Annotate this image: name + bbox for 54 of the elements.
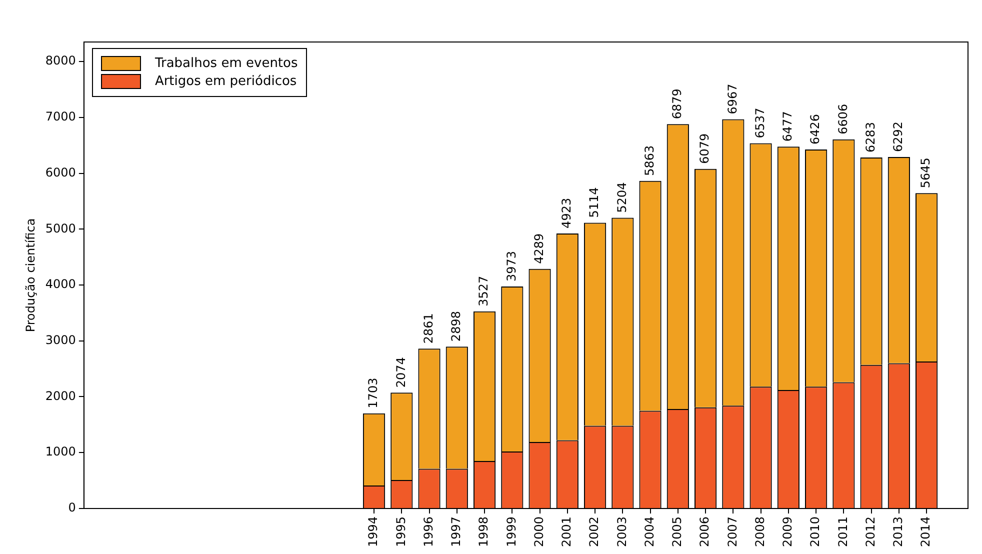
x-tick-label: 1996 <box>421 516 436 548</box>
x-tick-label: 2011 <box>836 516 850 548</box>
x-tick-label: 1994 <box>366 516 380 548</box>
y-tick-label: 5000 <box>45 221 76 236</box>
total-label: 2898 <box>449 311 464 342</box>
x-tick-label: 2012 <box>863 516 878 548</box>
y-tick-label: 3000 <box>45 332 76 347</box>
y-axis-title: Produção científica <box>23 218 38 332</box>
total-label: 6606 <box>836 104 850 134</box>
total-label: 6283 <box>863 122 878 152</box>
total-label: 6537 <box>752 108 767 138</box>
total-label: 6879 <box>670 88 684 120</box>
x-tick-label: 1998 <box>476 516 491 548</box>
total-label: 3527 <box>476 276 491 306</box>
y-tick-label: 8000 <box>45 54 76 68</box>
x-tick-label: 2002 <box>587 516 602 548</box>
total-label: 2861 <box>421 313 436 344</box>
total-label: 4923 <box>560 198 574 228</box>
x-tick-label: 2007 <box>725 516 740 548</box>
x-tick-label: 2006 <box>698 516 712 548</box>
x-tick-label: 1995 <box>394 516 408 548</box>
total-label: 6426 <box>808 114 822 144</box>
x-tick-label: 1999 <box>504 516 518 548</box>
total-label: 6477 <box>780 111 795 142</box>
total-label: 6079 <box>698 133 712 164</box>
y-tick-label: 7000 <box>45 110 76 124</box>
x-tick-label: 2010 <box>808 516 822 548</box>
y-tick-label: 2000 <box>45 388 76 403</box>
total-label: 6292 <box>891 121 906 152</box>
y-tick-label: 0 <box>68 500 76 515</box>
legend-label: Artigos em periódicos <box>154 74 297 89</box>
total-label: 1703 <box>366 378 380 408</box>
x-tick-label: 2009 <box>780 516 795 548</box>
total-label: 2074 <box>394 357 408 388</box>
x-tick-label: 2014 <box>918 516 933 548</box>
x-tick-label: 2008 <box>752 516 767 548</box>
y-tick-label: 4000 <box>45 277 76 292</box>
x-tick-label: 2013 <box>891 516 906 548</box>
total-label: 5114 <box>587 187 602 218</box>
legend-label: Trabalhos em eventos <box>154 56 298 71</box>
y-tick-label: 1000 <box>45 444 76 459</box>
total-label: 4289 <box>532 233 546 264</box>
x-tick-label: 2001 <box>560 516 574 548</box>
x-tick-label: 2000 <box>532 516 546 548</box>
y-tick-label: 6000 <box>45 165 76 180</box>
x-tick-label: 1997 <box>449 516 464 548</box>
total-label: 5204 <box>614 182 629 213</box>
total-label: 3973 <box>504 250 518 282</box>
total-label: 6967 <box>725 84 740 114</box>
total-label: 5645 <box>918 158 933 188</box>
x-tick-label: 2005 <box>670 516 684 548</box>
total-label: 5863 <box>642 145 656 176</box>
x-tick-label: 2004 <box>642 516 656 548</box>
x-tick-label: 2003 <box>614 516 629 548</box>
